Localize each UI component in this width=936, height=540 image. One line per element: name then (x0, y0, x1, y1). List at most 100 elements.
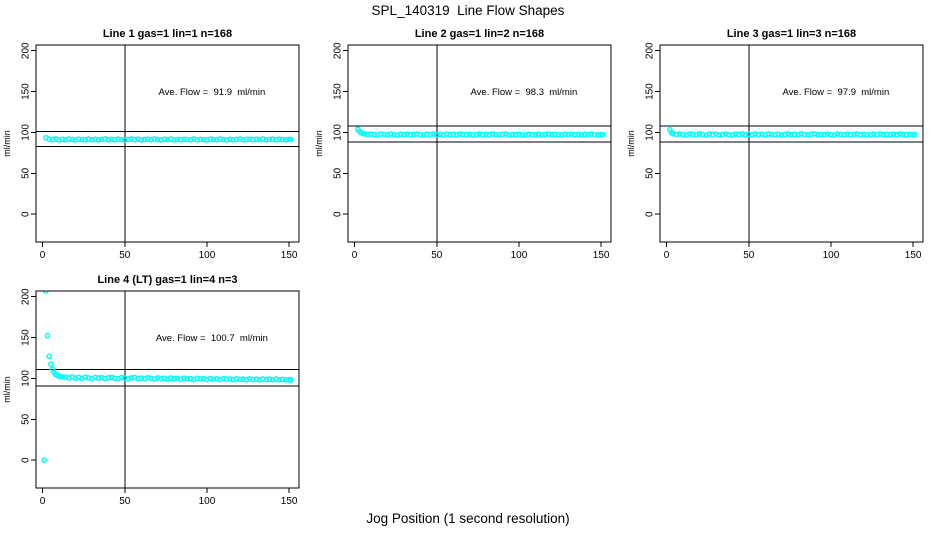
data-point (381, 131, 388, 138)
data-points (41, 291, 294, 464)
x-axis-label: Jog Position (1 second resolution) (366, 511, 570, 526)
reference-lines (660, 45, 923, 242)
data-point (141, 136, 148, 143)
data-point (686, 131, 693, 137)
data-point (283, 137, 289, 143)
data-point (719, 131, 726, 138)
data-point (135, 375, 141, 382)
data-point (479, 131, 486, 138)
tick-marks (655, 50, 914, 247)
panel-title: Line 4 (LT) gas=1 lin=4 n=3 (97, 274, 237, 286)
data-point (279, 136, 286, 143)
data-point (824, 131, 831, 137)
data-point (256, 136, 263, 143)
tick-marks (31, 296, 290, 493)
data-point (532, 131, 539, 138)
data-point (726, 131, 732, 138)
data-point (279, 376, 286, 383)
data-point (562, 131, 568, 138)
data-point (437, 131, 443, 138)
figure-title: SPL_140319 Line Flow Shapes (371, 3, 565, 18)
average-flow-annotation: Ave. Flow = 98.3 ml/min (471, 87, 578, 98)
data-point (158, 137, 164, 143)
data-point (417, 131, 424, 138)
y-tick-label: 150 (21, 83, 32, 100)
panel-title: Line 1 gas=1 lin=1 n=168 (103, 28, 232, 40)
data-point (95, 375, 102, 381)
data-point (250, 136, 256, 143)
data-point (181, 375, 187, 381)
data-point (470, 132, 476, 139)
data-point (371, 131, 378, 138)
data-point (828, 131, 834, 138)
data-point (690, 131, 696, 138)
data-point (75, 136, 82, 143)
data-point (410, 131, 417, 138)
data-point (115, 136, 122, 142)
y-axis-unit-label: ml/min (2, 376, 12, 403)
data-point (742, 131, 749, 138)
average-flow-annotation: Ave. Flow = 91.9 ml/min (159, 87, 266, 98)
y-tick-label: 50 (21, 413, 32, 425)
y-tick-label: 150 (645, 83, 656, 100)
data-point (167, 375, 174, 381)
data-point (184, 376, 191, 382)
y-tick-label: 0 (21, 211, 32, 217)
plot-panel-2: Line 2 gas=1 lin=2 n=168 0 50 100 150 0 50 100 1… (314, 28, 612, 261)
tick-marks (31, 50, 290, 247)
data-point (378, 131, 384, 137)
data-point (542, 131, 549, 138)
y-axis-unit-label: ml/min (626, 130, 636, 157)
data-point (552, 131, 558, 138)
data-point (85, 374, 92, 381)
data-point (791, 131, 798, 138)
data-point (227, 376, 233, 382)
plot-frame (35, 290, 300, 489)
data-point (269, 136, 276, 142)
tick-labels: 0 50 100 150 0 50 100 150 200 (645, 42, 922, 261)
data-point (361, 131, 368, 137)
data-point (207, 136, 214, 142)
data-point (89, 136, 95, 143)
data-point (857, 131, 864, 138)
data-point (43, 291, 49, 294)
plot-frame (35, 44, 300, 243)
data-point (680, 131, 686, 138)
data-point (217, 136, 223, 142)
x-tick-label: 100 (511, 250, 528, 261)
data-point (85, 136, 92, 142)
data-point (864, 131, 870, 138)
data-point (493, 131, 499, 138)
data-point (443, 131, 450, 137)
data-point (519, 132, 526, 138)
average-flow-annotation: Ave. Flow = 97.9 ml/min (783, 87, 890, 98)
data-point (387, 131, 394, 137)
tick-labels: 0 50 100 150 0 50 100 150 200 (21, 288, 298, 507)
panel-title: Line 3 gas=1 lin=3 n=168 (727, 28, 856, 40)
data-point (164, 136, 171, 143)
data-point (759, 131, 765, 138)
plot-panel-4: Line 4 (LT) gas=1 lin=4 n=3 0 50 100 150 0 50 1… (2, 274, 300, 507)
plot-frame (659, 44, 924, 243)
data-point (118, 374, 125, 381)
data-point (473, 131, 480, 138)
data-point (82, 374, 89, 381)
y-tick-label: 100 (21, 370, 32, 387)
data-point (860, 131, 867, 138)
data-point (266, 136, 273, 143)
data-point (233, 136, 240, 143)
data-point (273, 376, 279, 382)
data-point (903, 132, 910, 138)
data-point (276, 136, 283, 143)
data-point (246, 136, 253, 143)
y-axis-unit-label: ml/min (2, 130, 12, 157)
data-point (158, 375, 164, 382)
data-point (463, 131, 470, 138)
data-point (49, 136, 56, 143)
x-tick-label: 100 (199, 250, 216, 261)
data-point (874, 131, 880, 138)
data-point (128, 136, 135, 142)
data-point (368, 131, 374, 137)
tick-labels: 0 50 100 150 0 50 100 150 200 (333, 42, 610, 261)
